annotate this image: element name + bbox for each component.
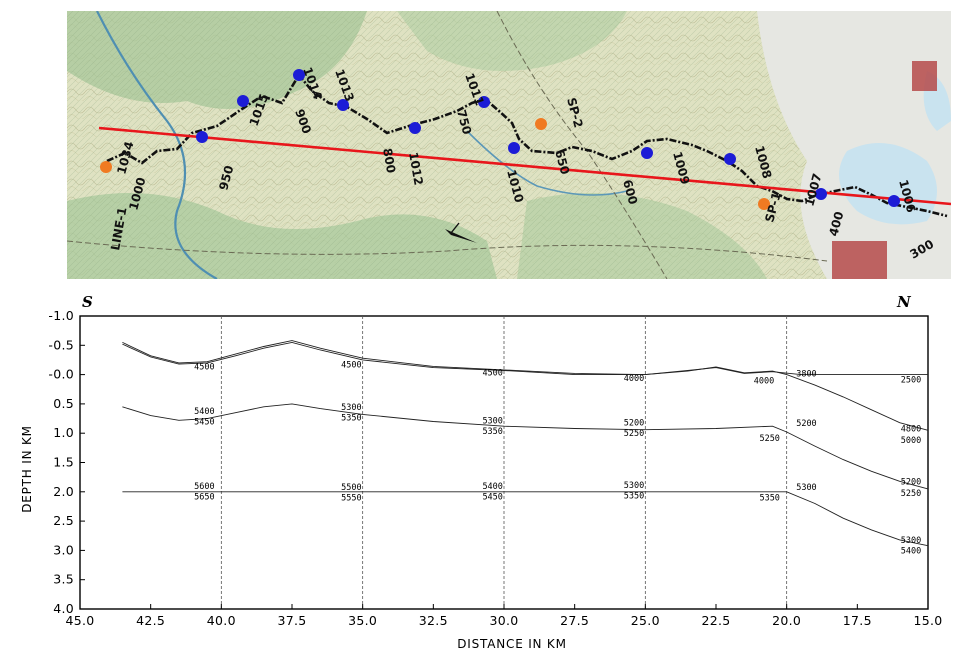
velocity-label: 2500	[901, 375, 921, 385]
station-marker	[815, 188, 827, 200]
y-tick-label: -0.5	[48, 337, 74, 352]
river	[466, 130, 628, 196]
route-label: 400	[826, 210, 846, 238]
velocity-label: 4500	[194, 362, 214, 372]
x-tick-label: 32.5	[419, 613, 448, 628]
river	[96, 11, 218, 279]
station-marker	[196, 131, 208, 143]
velocity-label: 4000	[624, 374, 644, 384]
velocity-label: 5000	[901, 436, 921, 446]
route-label: 650	[552, 148, 572, 176]
route-label: 950	[216, 164, 236, 192]
topographic-map: LINE-1 1034 1000 950 1015 1014 900 1013 …	[67, 11, 951, 279]
interface-curve	[122, 491, 929, 547]
station-marker	[508, 142, 520, 154]
station-markers	[196, 69, 900, 207]
y-tick-label: -1.0	[48, 308, 74, 323]
station-marker	[337, 99, 349, 111]
x-tick-label: 42.5	[136, 613, 165, 628]
velocity-label: 5550	[341, 494, 361, 504]
velocity-label: 5400	[194, 407, 214, 417]
velocity-label: 5250	[759, 434, 779, 444]
x-tick-label: 37.5	[277, 613, 306, 628]
station-marker	[409, 122, 421, 134]
velocity-label: 5400	[482, 482, 502, 492]
velocity-label: 5350	[482, 427, 502, 437]
interface-curve	[122, 403, 929, 490]
survey-route	[106, 72, 948, 218]
velocity-label: 4500	[341, 361, 361, 371]
interface-curve	[122, 341, 928, 376]
velocity-label: 4500	[482, 368, 502, 378]
south-end-label: S	[82, 293, 93, 311]
velocity-label: 5300	[482, 416, 502, 426]
north-arrow-icon	[445, 222, 477, 243]
velocity-label: 5350	[759, 494, 779, 504]
velocity-label: 5450	[194, 417, 214, 427]
x-tick-label: 40.0	[207, 613, 236, 628]
x-tick-label: 17.5	[843, 613, 872, 628]
y-tick-label: 1.0	[53, 425, 74, 440]
station-marker	[293, 69, 305, 81]
interface-curve	[122, 340, 929, 431]
shot-marker	[100, 161, 112, 173]
station-marker	[237, 95, 249, 107]
velocity-label: 5300	[901, 536, 921, 546]
velocity-label: 5200	[624, 419, 644, 429]
shot-marker	[535, 118, 547, 130]
route-label: 600	[620, 178, 640, 206]
route-label: 800	[380, 147, 398, 174]
profile-line	[98, 126, 951, 206]
x-tick-label: 25.0	[631, 613, 660, 628]
velocity-label: 5350	[624, 491, 644, 501]
y-axis-title: DEPTH IN KM	[20, 425, 34, 513]
route-label: 750	[454, 108, 474, 136]
x-tick-label: 27.5	[560, 613, 589, 628]
route-label: 1012	[406, 151, 426, 186]
y-tick-label: 3.0	[53, 542, 74, 557]
velocity-label: 4000	[754, 376, 774, 386]
velocity-label: 5200	[901, 477, 921, 487]
x-tick-label: 35.0	[348, 613, 377, 628]
lake	[839, 143, 937, 225]
station-marker	[641, 147, 653, 159]
y-tick-label: 2.0	[53, 484, 74, 499]
station-marker	[888, 195, 900, 207]
urban-block	[912, 61, 937, 91]
velocity-label: 5300	[341, 403, 361, 413]
y-tick-label: 4.0	[53, 601, 74, 616]
velocity-label: 5600	[194, 482, 214, 492]
velocity-label: 3800	[796, 369, 816, 379]
velocity-label: 5250	[901, 489, 921, 499]
north-end-label: N	[896, 293, 912, 311]
x-tick-label: 15.0	[913, 613, 942, 628]
y-tick-label: 0.5	[53, 396, 74, 411]
station-marker	[724, 153, 736, 165]
velocity-label: 5400	[901, 546, 921, 556]
x-tick-label: 30.0	[489, 613, 518, 628]
velocity-label: 4800	[901, 425, 921, 435]
x-tick-label: 45.0	[65, 613, 94, 628]
velocity-label: 5300	[796, 483, 816, 493]
velocity-label: 5500	[341, 483, 361, 493]
x-tick-label: 20.0	[772, 613, 801, 628]
velocity-label: 5650	[194, 492, 214, 502]
y-tick-label: 3.5	[53, 572, 74, 587]
shot-marker	[758, 198, 770, 210]
x-tick-label: 22.5	[701, 613, 730, 628]
velocity-label: 5200	[796, 419, 816, 429]
velocity-label: 5450	[482, 492, 502, 502]
y-tick-label: -0.0	[48, 367, 74, 382]
velocity-label: 5300	[624, 481, 644, 491]
velocity-label: 5250	[624, 429, 644, 439]
y-tick-label: 1.5	[53, 455, 74, 470]
velocity-label: 5350	[341, 413, 361, 423]
y-tick-label: 2.5	[53, 513, 74, 528]
shot-markers	[100, 118, 770, 210]
x-axis-title: DISTANCE IN KM	[457, 637, 567, 651]
station-marker	[478, 96, 490, 108]
urban-block	[832, 241, 887, 279]
road	[67, 240, 828, 262]
